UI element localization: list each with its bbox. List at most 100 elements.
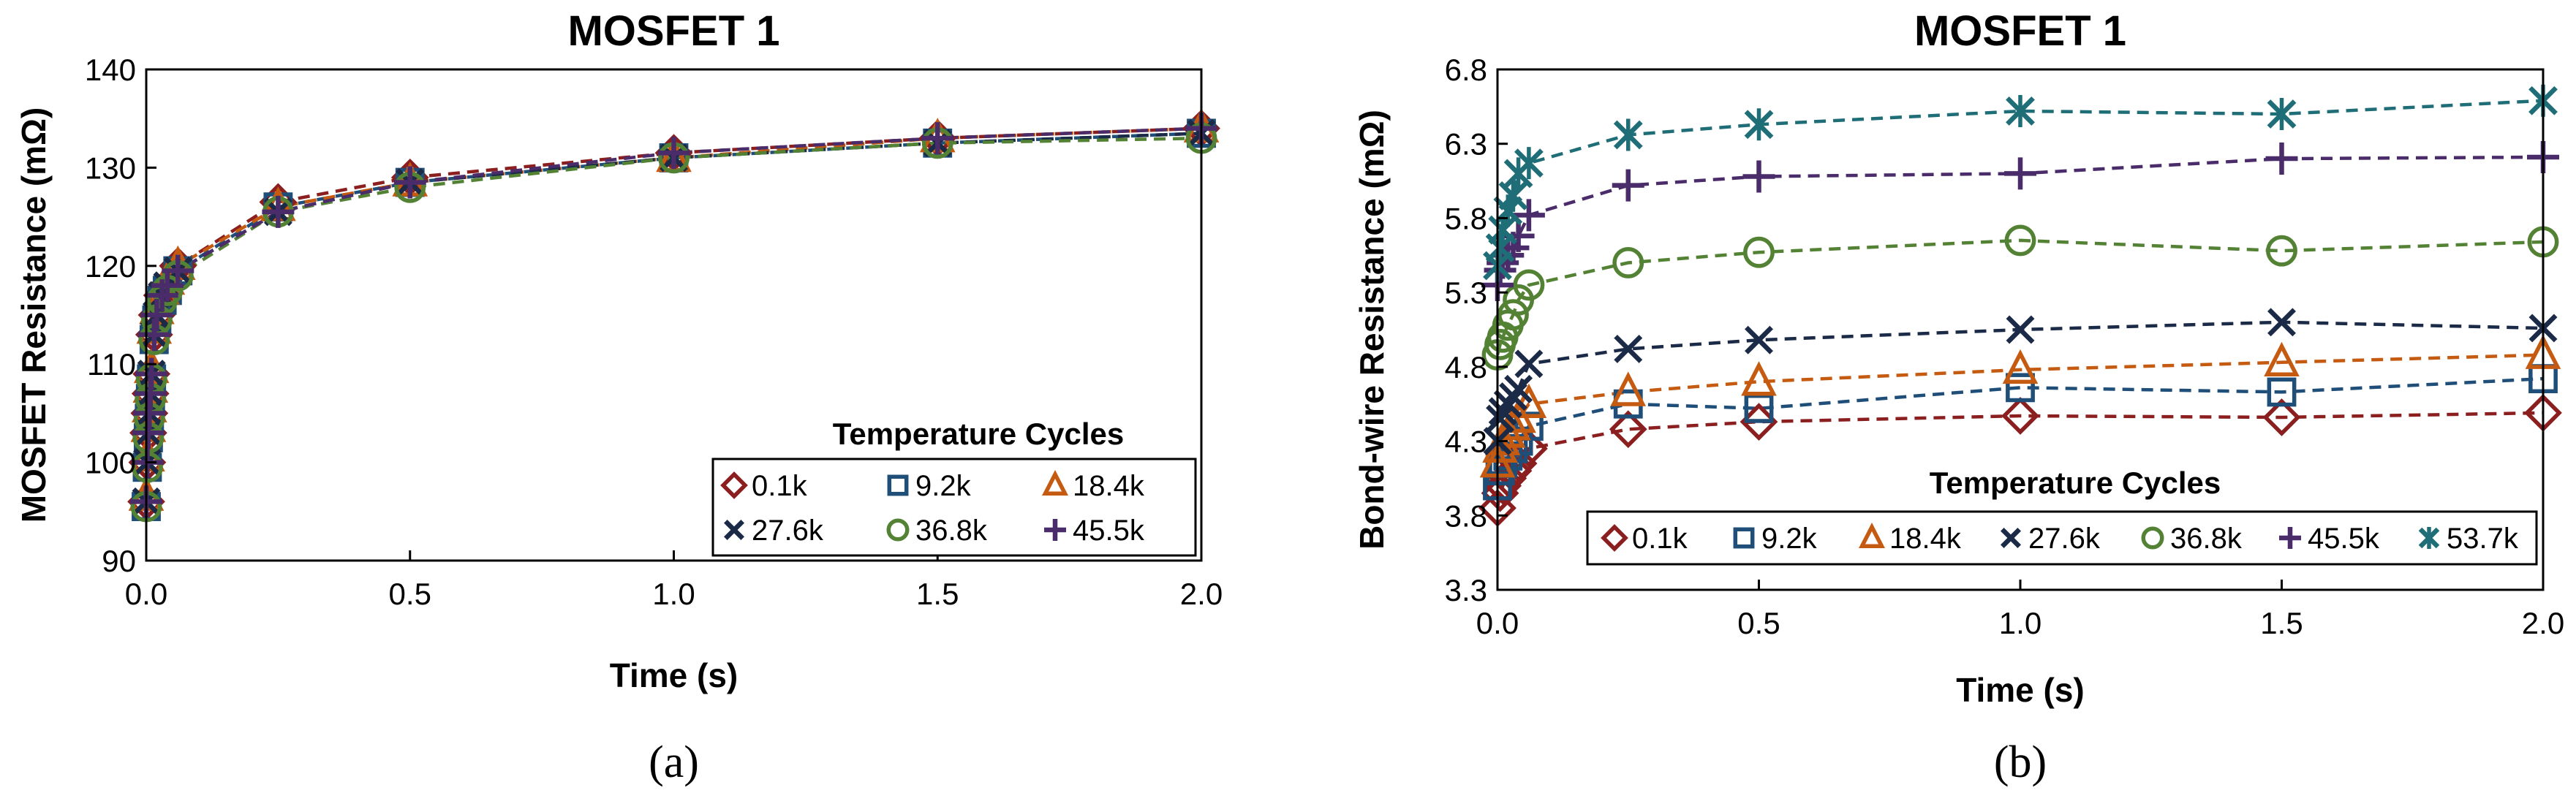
legend-marker [1041,469,1069,496]
data-point [1514,349,1544,379]
legend-marker [887,474,909,496]
legend-label: 45.5k [2308,523,2380,555]
y-axis-label: Bond-wire Resistance (mΩ) [1353,110,1391,550]
legend-marker [1044,519,1066,541]
x-tick-label: 2.0 [1180,577,1223,611]
y-tick-label: 100 [85,446,136,480]
chart-title: MOSFET 1 [567,7,779,55]
series-line-36.8k [144,136,1202,507]
x-axis-label: Time (s) [1956,671,2085,709]
y-tick-label: 5.8 [1445,201,1487,235]
x-tick-label: 1.5 [2260,606,2303,640]
series-line-36.8k [1495,238,2544,356]
x-tick-label: 1.0 [1999,606,2041,640]
x-tick-label: 0.0 [125,577,167,611]
data-point [1498,179,1528,212]
data-point [2267,377,2297,407]
data-point [2262,398,2301,436]
x-tick-label: 0.5 [389,577,431,611]
legend-label: 36.8k [2170,523,2243,555]
data-point [2006,315,2035,344]
data-point [1504,374,1533,403]
legend-marker [2418,527,2440,549]
panel-caption: (b) [1994,737,2047,787]
legend-label: 0.1k [1632,523,1688,555]
legend-label: 36.8k [915,515,988,547]
y-tick-label: 6.8 [1445,53,1487,87]
legend-marker [1733,527,1755,549]
legend-label: 18.4k [1073,470,1145,502]
legend-box [711,458,1197,557]
legend-item-45.5k: 45.5k [2279,523,2380,555]
x-tick-label: 2.0 [2522,606,2564,640]
panel-b: MOSFET 1 0.0 0.5 1.0 1.5 2.0 3.3 3.8 4.3 4.8 5.3 5.… [1353,7,2564,787]
data-point [1486,404,1515,433]
legend-marker [886,518,910,542]
legend-item-0.1k: 0.1k [720,470,808,502]
y-tick-label: 120 [85,249,136,284]
legend-item-27.6k: 27.6k [2001,523,2101,555]
legend-title: Temperature Cycles [833,417,1124,451]
legend-label: 9.2k [915,470,972,502]
data-point [1612,247,1644,278]
legend-label: 53.7k [2447,523,2519,555]
legend: Temperature Cycles 0.1k 9.2k 18.4k 27.6k 36.8… [1586,466,2538,566]
legend-label: 27.6k [2028,523,2101,555]
y-tick-label: 130 [85,151,136,185]
legend-item-53.7k: 53.7k [2418,523,2519,555]
y-tick-label: 110 [87,347,136,382]
x-tick-label: 1.0 [652,577,695,611]
y-tick-label: 6.3 [1445,127,1487,162]
data-point [1745,325,1773,354]
legend-label: 45.5k [1073,515,1145,547]
data-point [1741,361,1777,396]
data-point [1609,410,1647,449]
data-point [2266,235,2297,267]
data-point [1614,334,1643,363]
legend-marker [1601,524,1628,552]
data-point [2004,224,2036,257]
data-point [1744,393,1774,423]
data-point [262,195,295,228]
y-tick-label: 3.3 [1445,573,1487,607]
data-point [657,137,690,170]
x-axis-label: Time (s) [610,656,739,694]
data-point [1743,236,1775,268]
data-point [1744,108,1774,141]
data-point [393,166,426,199]
chart-title: MOSFET 1 [1914,7,2126,55]
x-tick-label: 0.0 [1476,606,1519,640]
y-tick-label: 3.8 [1445,498,1487,533]
data-point [2004,157,2036,190]
data-point [137,318,170,351]
legend-marker [2141,526,2164,550]
data-point [2267,98,2297,131]
data-point [1512,199,1545,232]
legend-item-9.2k: 9.2k [1733,523,1818,555]
legend-marker [720,471,748,499]
legend-item-18.4k: 18.4k [1858,522,1962,555]
data-point [2006,94,2035,127]
panel-caption: (a) [649,737,699,787]
data-point [1742,160,1775,193]
legend-marker [1858,522,1886,548]
data-point [162,254,194,287]
data-point [1513,269,1545,301]
y-tick-label: 4.3 [1445,425,1487,459]
legend-title: Temperature Cycles [1930,466,2221,500]
legend-item-0.1k: 0.1k [1601,523,1688,555]
x-tick-label: 1.5 [916,577,959,611]
data-point [1497,299,1529,331]
legend: Temperature Cycles 0.1k 9.2k 18.4k 27.6k 36.8… [711,417,1197,557]
y-tick-label: 5.3 [1445,276,1487,310]
x-tick-label: 0.5 [1737,606,1780,640]
legend-box [1586,510,2538,566]
legend-label: 9.2k [1761,523,1818,555]
legend-item-36.8k: 36.8k [2141,523,2243,555]
data-point [2001,397,2039,435]
legend-label: 0.1k [752,470,808,502]
legend-marker [724,520,744,540]
data-point [2002,349,2039,384]
legend-marker [2001,528,2021,548]
data-point [2264,341,2300,377]
